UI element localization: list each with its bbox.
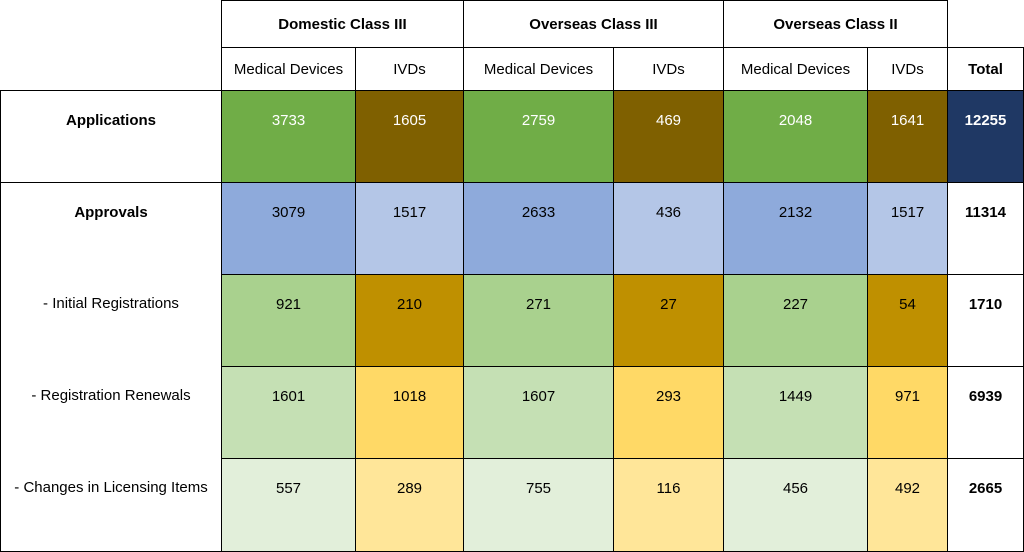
changes-domestic-iii-md: 557: [221, 458, 356, 552]
sub-header-medical-devices: Medical Devices: [463, 47, 614, 91]
row-label-changes-in-licensing-items: - Changes in Licensing Items: [0, 458, 222, 552]
renewals-total: 6939: [947, 366, 1024, 459]
renewals-overseas-iii-ivd: 293: [613, 366, 724, 459]
row-label-initial-registrations: - Initial Registrations: [0, 274, 222, 367]
approvals-domestic-iii-ivd: 1517: [355, 182, 464, 275]
approvals-overseas-iii-ivd: 436: [613, 182, 724, 275]
total-header: Total: [947, 47, 1024, 91]
initial-total: 1710: [947, 274, 1024, 367]
renewals-overseas-ii-md: 1449: [723, 366, 868, 459]
applications-total: 12255: [947, 90, 1024, 183]
applications-overseas-iii-md: 2759: [463, 90, 614, 183]
initial-overseas-iii-md: 271: [463, 274, 614, 367]
row-label-applications: Applications: [0, 90, 222, 183]
sub-header-medical-devices: Medical Devices: [723, 47, 868, 91]
approvals-overseas-iii-md: 2633: [463, 182, 614, 275]
initial-domestic-iii-ivd: 210: [355, 274, 464, 367]
group-header-domestic-class-iii: Domestic Class III: [221, 0, 464, 48]
sub-header-ivds: IVDs: [613, 47, 724, 91]
approvals-overseas-ii-ivd: 1517: [867, 182, 948, 275]
row-label-registration-renewals: - Registration Renewals: [0, 366, 222, 459]
row-label-approvals: Approvals: [0, 182, 222, 275]
renewals-domestic-iii-md: 1601: [221, 366, 356, 459]
applications-domestic-iii-md: 3733: [221, 90, 356, 183]
renewals-overseas-ii-ivd: 971: [867, 366, 948, 459]
applications-overseas-ii-md: 2048: [723, 90, 868, 183]
changes-total: 2665: [947, 458, 1024, 552]
sub-header-medical-devices: Medical Devices: [221, 47, 356, 91]
renewals-overseas-iii-md: 1607: [463, 366, 614, 459]
applications-domestic-iii-ivd: 1605: [355, 90, 464, 183]
applications-overseas-ii-ivd: 1641: [867, 90, 948, 183]
changes-overseas-ii-ivd: 492: [867, 458, 948, 552]
sub-header-ivds: IVDs: [355, 47, 464, 91]
applications-overseas-iii-ivd: 469: [613, 90, 724, 183]
sub-header-ivds: IVDs: [867, 47, 948, 91]
approvals-overseas-ii-md: 2132: [723, 182, 868, 275]
changes-overseas-iii-ivd: 116: [613, 458, 724, 552]
approvals-total: 11314: [947, 182, 1024, 275]
initial-overseas-ii-md: 227: [723, 274, 868, 367]
changes-overseas-ii-md: 456: [723, 458, 868, 552]
group-header-overseas-class-ii: Overseas Class II: [723, 0, 948, 48]
renewals-domestic-iii-ivd: 1018: [355, 366, 464, 459]
initial-overseas-ii-ivd: 54: [867, 274, 948, 367]
group-header-overseas-class-iii: Overseas Class III: [463, 0, 724, 48]
initial-domestic-iii-md: 921: [221, 274, 356, 367]
approvals-domestic-iii-md: 3079: [221, 182, 356, 275]
initial-overseas-iii-ivd: 27: [613, 274, 724, 367]
changes-domestic-iii-ivd: 289: [355, 458, 464, 552]
changes-overseas-iii-md: 755: [463, 458, 614, 552]
